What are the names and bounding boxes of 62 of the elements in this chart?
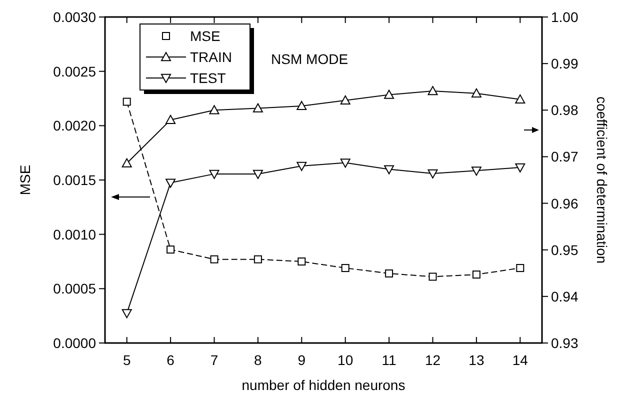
point — [296, 162, 307, 172]
x-tick-label: 5 — [122, 352, 131, 368]
y-tick-label: 0.0020 — [53, 118, 96, 134]
y2-tick-label: 0.98 — [551, 102, 578, 118]
legend-label: MSE — [190, 28, 220, 44]
y-tick-label: 0.0015 — [53, 172, 96, 188]
point — [428, 86, 438, 96]
x-tick-label: 11 — [382, 352, 397, 368]
point — [340, 158, 350, 168]
point — [209, 170, 220, 179]
y2-tick-label: 1.00 — [551, 9, 578, 25]
x-tick-label: 6 — [166, 352, 175, 368]
annotation: NSM MODE — [271, 51, 348, 67]
legend-label: TRAIN — [190, 49, 232, 65]
y-tick-label: 0.0030 — [53, 9, 96, 25]
y-axis-title: MSE — [17, 164, 33, 196]
y2-tick-label: 0.99 — [551, 56, 578, 72]
point — [428, 272, 437, 281]
point — [252, 170, 263, 179]
point — [166, 246, 175, 254]
legend-label: TEST — [190, 70, 226, 86]
y-tick-label: 0.0010 — [53, 226, 96, 242]
point — [385, 269, 394, 278]
point — [122, 158, 132, 168]
point — [166, 114, 176, 124]
point — [515, 163, 526, 172]
point — [516, 264, 524, 272]
point — [166, 178, 176, 188]
point — [210, 255, 218, 264]
point — [471, 166, 482, 176]
x-tick-label: 14 — [512, 352, 528, 368]
x-tick-label: 9 — [298, 352, 306, 368]
x-tick-label: 10 — [338, 352, 354, 368]
point — [428, 169, 438, 178]
point — [252, 103, 263, 112]
point — [384, 165, 394, 174]
x-axis-title: number of hidden neurons — [242, 377, 406, 393]
point — [341, 264, 350, 272]
y2-tick-label: 0.93 — [551, 335, 578, 351]
point — [254, 255, 262, 264]
y2-tick-label: 0.95 — [551, 242, 578, 258]
x-tick-label: 13 — [468, 352, 484, 368]
point — [298, 258, 306, 266]
x-tick-label: 12 — [424, 352, 441, 368]
x-tick-label: 7 — [210, 352, 218, 368]
point — [340, 95, 350, 104]
y-tick-label: 0.0025 — [53, 63, 96, 80]
y2-tick-label: 0.94 — [551, 288, 578, 304]
point — [472, 270, 480, 279]
y-tick-label: 0.0005 — [53, 280, 96, 297]
point — [515, 94, 526, 104]
y2-tick-label: 0.96 — [551, 195, 578, 212]
point — [471, 88, 482, 98]
y2-axis-title: coefficient of determination — [594, 96, 610, 264]
point — [296, 100, 307, 110]
y2-tick-label: 0.97 — [551, 148, 578, 165]
x-tick-label: 8 — [254, 352, 262, 368]
point — [384, 90, 394, 99]
point — [122, 98, 131, 106]
point — [209, 105, 220, 114]
point — [122, 309, 132, 318]
y-tick-label: 0.0000 — [53, 335, 96, 351]
